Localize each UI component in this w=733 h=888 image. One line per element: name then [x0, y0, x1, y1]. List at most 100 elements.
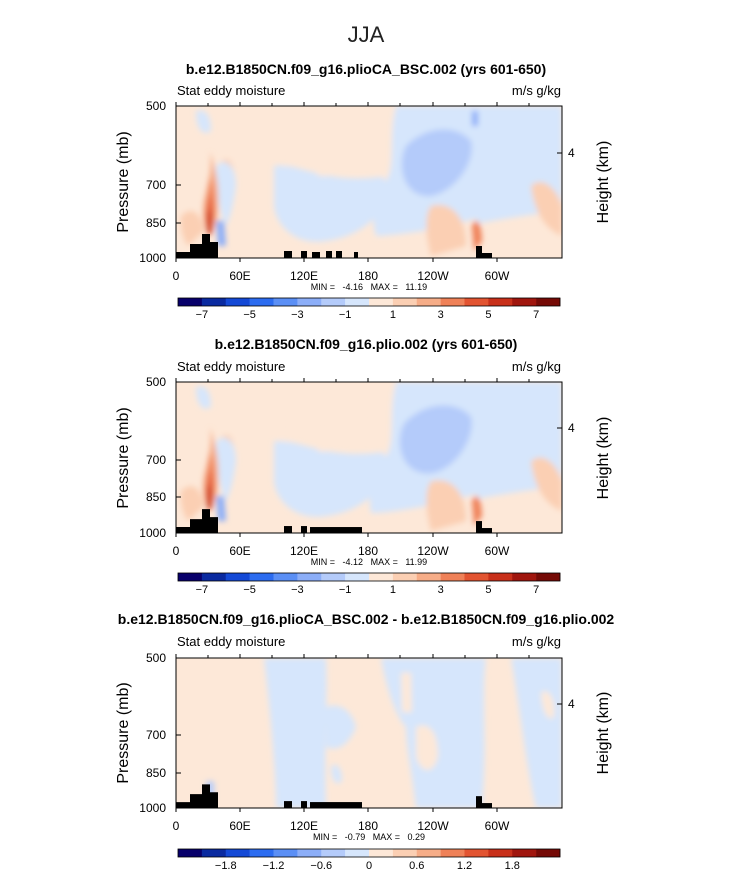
- panel-2-stats: MIN = -4.12 MAX = 11.99: [311, 557, 427, 567]
- colorbar-tick-label: −1: [339, 584, 352, 596]
- panel-3-plot: [176, 658, 562, 808]
- panel-3-x-tick: 60E: [229, 819, 250, 833]
- panel-1: b.e12.B1850CN.f09_g16.plioCA_BSC.002 (yr…: [115, 61, 612, 321]
- panel-2-topography: [476, 521, 482, 533]
- panel-1-topography: [482, 253, 492, 258]
- colorbar-tick-label: −1.8: [215, 860, 237, 872]
- panel-1-colorbar: −7 −5 −3 −1 1 3 5 7: [177, 297, 561, 321]
- panel-2-x-tick-marks-top: [175, 378, 530, 382]
- colorbar-swatch: [178, 573, 203, 581]
- colorbar-tick-label: −1.2: [263, 860, 285, 872]
- colorbar-swatch: [297, 849, 322, 857]
- colorbar-swatch: [201, 849, 227, 857]
- panel-3-y-tick: 700: [146, 728, 166, 742]
- panel-2-x-tick: 120W: [417, 544, 449, 558]
- panel-1-height-tick: 4: [568, 146, 575, 160]
- panel-3-topography: [476, 796, 482, 808]
- panel-3-x-tick: 120E: [290, 819, 318, 833]
- panel-2-x-tick: 0: [173, 544, 180, 558]
- colorbar-frame: [177, 848, 561, 858]
- panel-3-x-tick-marks: [175, 808, 498, 812]
- panel-2-y-axis: 500 700 850 1000 Pressure (mb): [115, 375, 181, 540]
- panel-3-x-axis: 0 60E 120E 180 120W 60W: [173, 654, 530, 833]
- colorbar-swatch: [440, 849, 465, 857]
- panel-3-topography: [301, 801, 307, 808]
- colorbar-swatch: [440, 298, 465, 306]
- colorbar-swatch: [369, 573, 394, 581]
- panel-2-left-label: Stat eddy moisture: [177, 359, 285, 374]
- colorbar-swatch: [201, 573, 227, 581]
- colorbar-swatch: [225, 573, 250, 581]
- panel-1-y-axis: 500 700 850 1000 Pressure (mb): [115, 99, 181, 265]
- panel-2-topography: [176, 509, 218, 533]
- colorbar-swatch: [297, 298, 322, 306]
- panel-3-title: b.e12.B1850CN.f09_g16.plioCA_BSC.002 - b…: [118, 611, 615, 627]
- panel-3-x-tick: 60W: [485, 819, 510, 833]
- colorbar-swatch: [392, 573, 418, 581]
- panel-1-topography: [284, 251, 292, 258]
- panel-1-left-label: Stat eddy moisture: [177, 83, 285, 98]
- colorbar-tick-label: −0.6: [310, 860, 332, 872]
- colorbar-tick-label: 1: [390, 584, 396, 596]
- colorbar-swatch: [321, 298, 346, 306]
- panel-2-ylabel-right: Height (km): [595, 417, 612, 500]
- panel-2-topography: [482, 528, 492, 533]
- panel-1-topography: [326, 251, 332, 258]
- panel-1-x-tick-marks: [175, 258, 498, 262]
- panel-3-y-axis: 500 700 850 1000 Pressure (mb): [115, 651, 181, 815]
- panel-1-y-tick: 700: [146, 178, 166, 192]
- panel-3-topography: [310, 802, 362, 808]
- panel-3: b.e12.B1850CN.f09_g16.plioCA_BSC.002 - b…: [115, 611, 614, 872]
- panel-3-y-tick: 1000: [139, 801, 166, 815]
- panel-1-y-tick-marks: [176, 105, 181, 259]
- panel-2-title: b.e12.B1850CN.f09_g16.plio.002 (yrs 601-…: [215, 336, 518, 352]
- panel-3-right-label: m/s g/kg: [512, 634, 561, 649]
- panel-3-height-tick: 4: [568, 697, 575, 711]
- colorbar-swatch: [464, 849, 489, 857]
- panel-2-x-tick: 60E: [229, 544, 250, 558]
- panel-1-topography: [176, 234, 218, 258]
- colorbar-swatch: [416, 298, 441, 306]
- panel-3-x-tick: 120W: [417, 819, 449, 833]
- panel-1-ylabel: Pressure (mb): [115, 131, 132, 232]
- panel-1-right-label: m/s g/kg: [512, 83, 561, 98]
- panel-1-x-tick-marks-top: [175, 102, 530, 106]
- panel-1-field: [180, 106, 562, 256]
- panel-2-colorbar: −7 −5 −3 −1 1 3 5 7: [177, 572, 561, 596]
- colorbar-swatch: [321, 573, 346, 581]
- colorbar-swatch: [249, 573, 274, 581]
- panel-1-ylabel-right: Height (km): [595, 141, 612, 224]
- panel-3-frame: [175, 657, 563, 809]
- colorbar-tick-label: 5: [485, 309, 491, 321]
- colorbar-swatch: [345, 849, 370, 857]
- colorbar-swatch: [273, 573, 298, 581]
- panel-1-topography: [354, 252, 358, 258]
- colorbar-swatch: [464, 573, 489, 581]
- panel-2-x-tick: 60W: [485, 544, 510, 558]
- colorbar-swatch: [488, 849, 513, 857]
- panel-3-topography: [482, 803, 492, 808]
- colorbar-swatch: [178, 849, 203, 857]
- panel-3-right-axis: 4 Height (km): [557, 692, 612, 774]
- colorbar-tick-label: −1: [339, 309, 352, 321]
- panel-2-y-tick: 1000: [139, 526, 166, 540]
- panel-2-height-tick: 4: [568, 421, 575, 435]
- panel-2-topography: [301, 526, 307, 533]
- panel-1-topography: [301, 251, 307, 258]
- panel-3-field-bg: [176, 658, 562, 808]
- panel-1-y-tick: 500: [146, 99, 166, 113]
- colorbar-tick-label: 3: [438, 584, 444, 596]
- panel-1-x-tick: 0: [173, 269, 180, 283]
- colorbar-swatch: [440, 573, 465, 581]
- panel-2-frame: [175, 381, 563, 534]
- colorbar-tick-label: −5: [243, 584, 256, 596]
- panel-3-topography: [284, 801, 292, 808]
- panel-3-field: [206, 658, 562, 808]
- season-title: JJA: [348, 22, 385, 47]
- colorbar-swatch: [249, 298, 274, 306]
- colorbar-tick-label: 1.2: [457, 860, 472, 872]
- panel-1-topography: [476, 246, 482, 258]
- panel-2-x-tick: 120E: [290, 544, 318, 558]
- panel-3-y-tick: 500: [146, 651, 166, 665]
